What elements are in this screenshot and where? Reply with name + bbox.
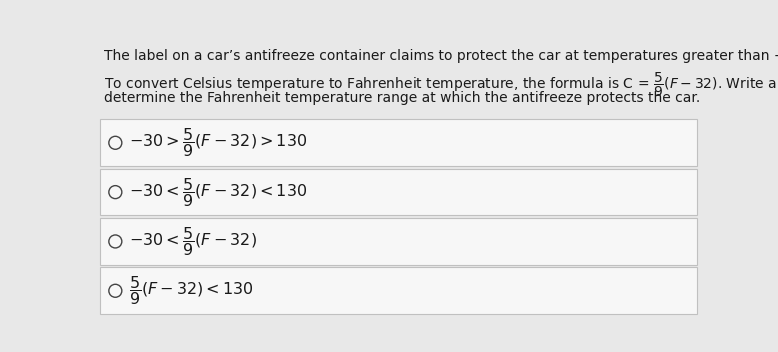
Text: $\dfrac{5}{9}(F-32) < 130$: $\dfrac{5}{9}(F-32) < 130$ [129,274,254,307]
FancyBboxPatch shape [100,169,697,215]
Text: $-30 < \dfrac{5}{9}(F-32)$: $-30 < \dfrac{5}{9}(F-32)$ [129,225,257,258]
FancyBboxPatch shape [100,119,697,166]
Text: The label on a car’s antifreeze container claims to protect the car at temperatu: The label on a car’s antifreeze containe… [104,49,778,63]
Text: determine the Fahrenheit temperature range at which the antifreeze protects the : determine the Fahrenheit temperature ran… [104,91,701,105]
Text: $-30 > \dfrac{5}{9}(F-32) > 130$: $-30 > \dfrac{5}{9}(F-32) > 130$ [129,126,307,159]
Text: To convert Celsius temperature to Fahrenheit temperature, the formula is C = $\d: To convert Celsius temperature to Fahren… [104,71,778,99]
FancyBboxPatch shape [100,218,697,265]
Text: $-30 < \dfrac{5}{9}(F-32) < 130$: $-30 < \dfrac{5}{9}(F-32) < 130$ [129,176,307,209]
FancyBboxPatch shape [100,268,697,314]
